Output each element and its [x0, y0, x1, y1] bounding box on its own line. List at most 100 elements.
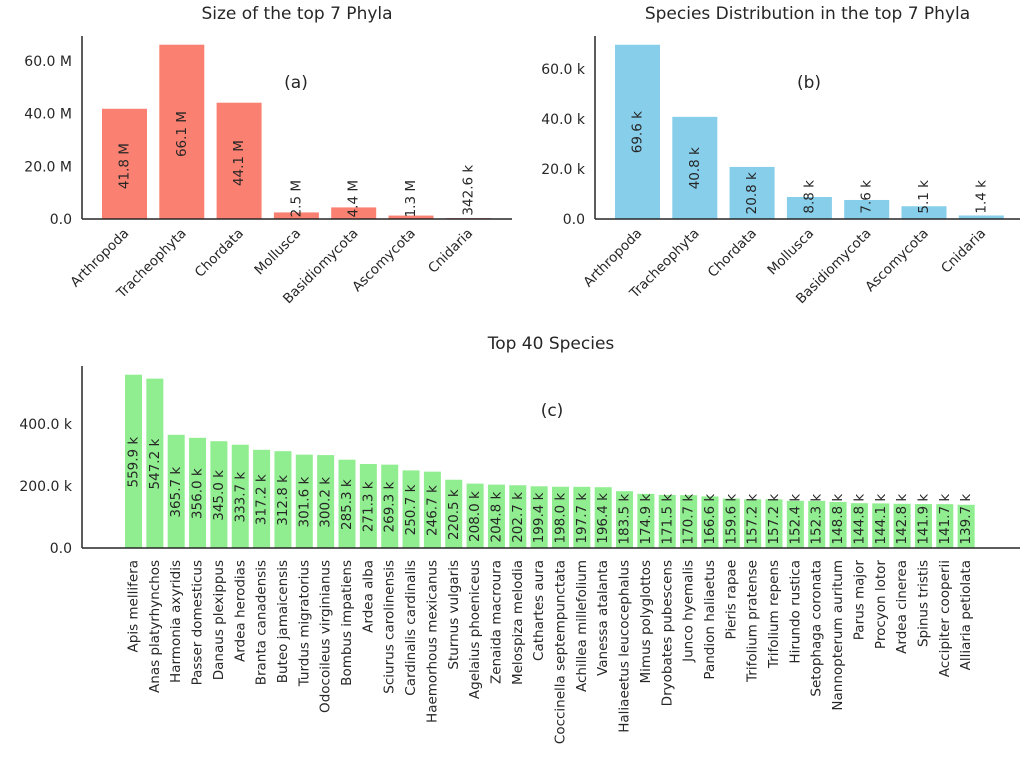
y-tick-label: 0.0	[50, 212, 72, 228]
bar	[253, 449, 271, 548]
bar	[844, 199, 890, 219]
x-tick-label: Sciurus carolinensis	[382, 560, 398, 694]
bar	[729, 166, 775, 219]
bar	[957, 504, 975, 548]
bar-value-label: 152.3 k	[809, 494, 825, 545]
x-tick-label: Cnidaria	[425, 226, 476, 277]
x-tick-label: Chordata	[192, 226, 247, 281]
bar-value-label: 157.2 k	[745, 494, 761, 545]
x-tick-label: Passer domesticus	[190, 560, 206, 685]
bar	[274, 451, 292, 548]
bar-value-label: 174.9 k	[638, 494, 654, 545]
bar-value-label: 271.3 k	[360, 481, 376, 532]
bar-value-label: 20.8 k	[744, 172, 760, 214]
bar-value-label: 345.0 k	[211, 470, 227, 521]
bar-value-label: 317.2 k	[254, 474, 270, 525]
x-tick-label: Ardea herodias	[232, 560, 248, 662]
bar	[146, 378, 164, 548]
x-tick-label: Cardinalis cardinalis	[403, 560, 419, 696]
chart-title: Species Distribution in the top 7 Phyla	[645, 4, 970, 24]
bar-value-label: 152.4 k	[787, 494, 803, 545]
x-tick-label: Cnidaria	[938, 226, 989, 277]
bar	[765, 499, 783, 548]
bar	[273, 212, 319, 219]
x-tick-label: Trifolium pratense	[745, 560, 761, 683]
bar-value-label: 559.9 k	[126, 437, 142, 488]
bar	[786, 196, 832, 219]
bar-value-label: 250.7 k	[403, 484, 419, 535]
bar	[594, 487, 612, 548]
x-tick-label: Ardea alba	[360, 560, 376, 633]
bar	[216, 102, 262, 219]
bar	[388, 215, 434, 219]
y-tick-label: 400.0 k	[19, 417, 73, 433]
x-tick-label: Trifolium repens	[766, 560, 782, 669]
x-tick-label: Mollusca	[251, 226, 304, 279]
bar-value-label: 196.4 k	[595, 493, 611, 544]
bar	[231, 444, 249, 548]
y-tick-label: 20.0 M	[24, 159, 72, 175]
bar	[901, 206, 947, 219]
chart-phyla-size: Size of the top 7 Phyla 0.0 20.0 M 40.0 M 60…	[24, 4, 512, 307]
bar	[808, 500, 826, 548]
x-tick-label: Ardea cinerea	[894, 560, 910, 654]
x-tick-label: Procyon lotor	[873, 560, 889, 649]
x-tick-label: Chordata	[705, 226, 760, 281]
bar-value-label: 269.3 k	[382, 482, 398, 533]
bar-value-label: 1.4 k	[973, 180, 989, 214]
bar-value-label: 170.7 k	[681, 494, 697, 545]
bar	[317, 455, 335, 548]
x-tick-label: Zenaida macroura	[488, 560, 504, 684]
y-tick-label: 40.0 k	[541, 112, 586, 128]
bar	[958, 215, 1004, 219]
bar	[936, 504, 954, 548]
bar	[338, 459, 356, 548]
x-tick-label: Apis mellifera	[126, 560, 142, 652]
x-tick-label: Pieris rapae	[723, 560, 739, 640]
x-tick-label: Cathartes aura	[531, 560, 547, 661]
bar	[637, 493, 655, 548]
x-tick-label: Odocoileus virginianus	[318, 560, 334, 713]
bar-value-label: 208.0 k	[467, 491, 483, 542]
bar-value-label: 144.1 k	[873, 494, 889, 545]
bar	[872, 503, 890, 548]
x-tick-label: Coccinella septempunctata	[553, 560, 569, 744]
bar-value-label: 8.8 k	[801, 180, 817, 214]
chart-top-species: Top 40 Species 0.0 200.0 k 400.0 k 559.9 k 54…	[19, 334, 1020, 744]
bar-value-label: 1.3 M	[403, 180, 419, 217]
x-tick-label: Pandion haliaetus	[702, 560, 718, 680]
bar	[573, 486, 591, 548]
bar	[722, 498, 740, 548]
bar	[552, 486, 569, 548]
panel-label: (c)	[541, 401, 564, 421]
bar-value-label: 547.2 k	[147, 439, 163, 490]
panel-label: (a)	[284, 73, 308, 93]
bar-value-label: 148.8 k	[830, 494, 846, 545]
bar-value-label: 7.6 k	[859, 180, 875, 214]
bar-value-label: 171.5 k	[659, 494, 675, 545]
bar-value-label: 44.1 M	[231, 140, 247, 186]
bar-value-label: 204.8 k	[488, 492, 504, 543]
x-tick-label: Setophaga coronata	[809, 560, 825, 697]
x-tick-label: Harmonia axyridis	[168, 560, 184, 683]
x-tick-label: Parus major	[851, 560, 867, 641]
bar	[672, 116, 718, 219]
y-tick-label: 40.0 M	[24, 107, 72, 123]
bar	[914, 504, 932, 548]
bar	[615, 44, 660, 220]
bar-value-label: 301.6 k	[296, 477, 312, 528]
bar	[530, 486, 548, 548]
y-tick-label: 20.0 k	[541, 162, 586, 178]
x-tick-label: Branta canadensis	[254, 560, 270, 685]
chart-phyla-species: Species Distribution in the top 7 Phyla 0…	[541, 4, 1020, 307]
x-tick-label: Haemorhous mexicanus	[424, 560, 440, 723]
bar-value-label: 40.8 k	[687, 147, 703, 189]
bar-value-label: 300.2 k	[318, 477, 334, 528]
bar	[210, 441, 228, 548]
bar-value-label: 166.6 k	[702, 494, 718, 545]
bar	[167, 434, 185, 548]
y-tick-label: 60.0 M	[24, 54, 72, 70]
bar-value-label: 183.5 k	[617, 494, 633, 545]
bar	[295, 454, 313, 548]
